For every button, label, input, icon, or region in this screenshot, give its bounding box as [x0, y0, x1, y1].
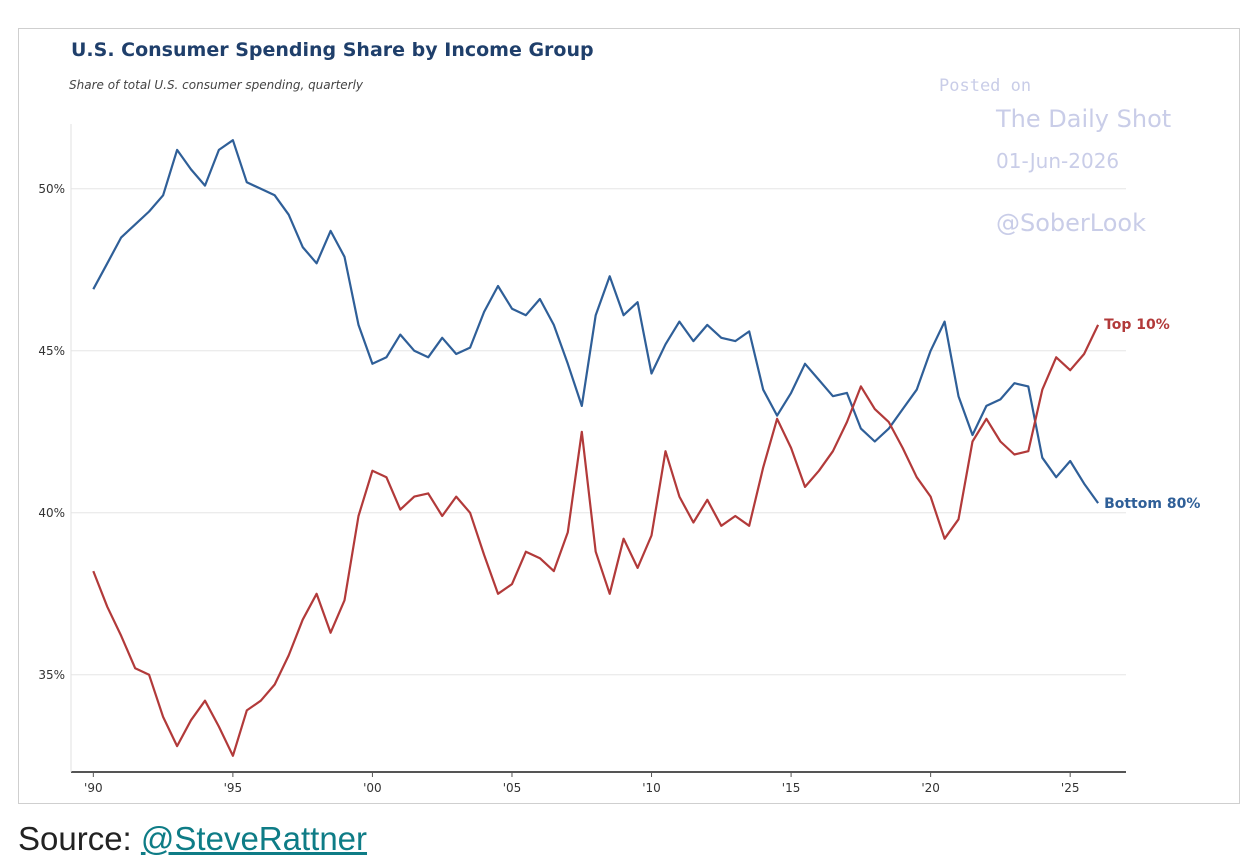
watermark-posted-on: Posted on — [939, 76, 1031, 96]
x-tick-label: '95 — [224, 781, 243, 795]
watermark-handle: @SoberLook — [996, 209, 1146, 237]
chart-title: U.S. Consumer Spending Share by Income G… — [71, 39, 594, 61]
y-tick-label: 45% — [38, 344, 65, 358]
x-tick-label: '15 — [782, 781, 801, 795]
series-line-top-10 — [92, 324, 1100, 757]
x-axis-ticks: '90 '95 '00 '05 '10 '15 '20 '25 — [84, 772, 1079, 795]
source-link[interactable]: @SteveRattner — [140, 820, 368, 857]
watermark: Posted on The Daily Shot 01-Jun-2026 @So… — [939, 76, 1171, 237]
x-tick-label: '00 — [363, 781, 382, 795]
watermark-the-daily-shot: The Daily Shot — [995, 105, 1171, 133]
x-tick-label: '10 — [642, 781, 661, 795]
y-tick-label: 35% — [38, 668, 65, 682]
y-axis-ticks: 35% 40% 45% 50% — [38, 182, 65, 682]
y-tick-label: 40% — [38, 506, 65, 520]
x-tick-label: '05 — [503, 781, 522, 795]
x-tick-label: '20 — [921, 781, 940, 795]
series-layer — [92, 139, 1100, 757]
chart-frame: U.S. Consumer Spending Share by Income G… — [18, 28, 1240, 804]
x-tick-label: '25 — [1061, 781, 1080, 795]
series-line-bottom-80 — [92, 139, 1099, 504]
source-caption: Source: @SteveRattner — [18, 820, 367, 858]
x-tick-label: '90 — [84, 781, 103, 795]
line-chart: U.S. Consumer Spending Share by Income G… — [38, 39, 1200, 795]
gridlines — [71, 188, 1126, 676]
series-label-bottom-80: Bottom 80% — [1104, 496, 1200, 512]
source-prefix: Source: — [18, 820, 141, 857]
watermark-date: 01-Jun-2026 — [996, 149, 1119, 173]
y-tick-label: 50% — [38, 182, 65, 196]
chart-subtitle: Share of total U.S. consumer spending, q… — [69, 78, 364, 92]
series-label-top-10: Top 10% — [1104, 317, 1170, 333]
